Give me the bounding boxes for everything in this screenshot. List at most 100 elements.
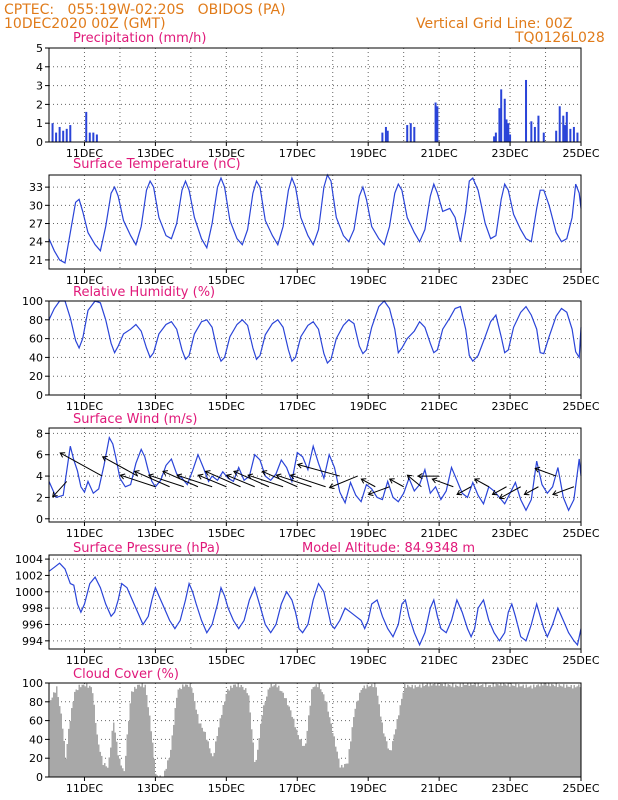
y-tick-label: 100 — [22, 677, 43, 690]
cloud-cover-bar — [470, 683, 472, 777]
cloud-cover-bar — [189, 683, 191, 777]
x-tick-label: 25DEC — [562, 274, 599, 287]
cloud-cover-bar — [141, 683, 143, 777]
cloud-cover-bar — [515, 683, 517, 777]
cloud-cover-bar — [327, 711, 329, 777]
cloud-cover-bar — [119, 758, 121, 777]
cloud-cover-bar — [74, 691, 76, 777]
cloud-cover-bar — [194, 701, 196, 777]
cloud-cover-bar — [476, 686, 478, 777]
cloud-cover-bar — [344, 763, 346, 777]
y-tick-label: 40 — [29, 733, 43, 746]
pres-series-line — [48, 562, 582, 647]
wind-arrow — [148, 474, 184, 488]
wind-arrow-head — [119, 473, 126, 480]
precip-bar — [569, 128, 572, 142]
wind-arrow — [368, 486, 390, 495]
cloud-cover-bar — [146, 695, 148, 777]
cloud-cover-bar — [201, 727, 203, 777]
cloud-cover-bar — [66, 744, 68, 777]
cloud-cover-bar — [485, 683, 487, 777]
cloud-cover-bar — [110, 747, 112, 777]
precip-bar — [494, 132, 497, 142]
cloud-cover-bar — [200, 723, 202, 777]
cloud-cover-bar — [434, 683, 436, 777]
cloud-cover-bar — [302, 745, 304, 777]
cloud-cover-bar — [159, 775, 161, 777]
precip-bar — [69, 125, 72, 142]
x-tick-label: 15DEC — [208, 147, 245, 160]
cloud-cover-bar — [321, 692, 323, 777]
wind-arrow-head — [147, 473, 154, 480]
x-tick-label: 23DEC — [492, 400, 529, 413]
x-tick-label: 23DEC — [492, 782, 529, 795]
cloud-cover-bar — [156, 775, 158, 777]
cloud-cover-bar — [108, 757, 110, 777]
wind-arrow — [499, 486, 521, 499]
cloud-cover-bar — [68, 728, 70, 777]
cloud-cover-bar — [468, 685, 470, 777]
cloud-cover-bar — [167, 760, 169, 777]
cloud-cover-bar — [113, 722, 115, 777]
cloud-cover-bar — [339, 767, 341, 777]
cloud-cover-bar — [105, 766, 107, 777]
x-tick-label: 19DEC — [350, 654, 387, 667]
cloud-cover-bar — [383, 733, 385, 777]
cloud-cover-bar — [291, 716, 293, 777]
cloud-cover-bar — [71, 708, 73, 777]
cloud-cover-bar — [207, 741, 209, 777]
cloud-cover-bar — [117, 755, 119, 777]
cloud-cover-bar — [96, 734, 98, 777]
cloud-cover-bar — [417, 686, 419, 777]
cloud-cover-bar — [494, 686, 496, 777]
wind-arrow — [262, 470, 298, 488]
wind-arrow — [134, 470, 170, 488]
cloud-cover-bar — [281, 691, 283, 777]
wind-arrow-head — [534, 466, 541, 473]
cloud-cover-bar — [303, 745, 305, 777]
x-tick-label: 13DEC — [137, 274, 174, 287]
cloud-cover-bar — [179, 687, 181, 777]
cloud-cover-bar — [362, 688, 364, 777]
wind-arrow — [492, 486, 507, 495]
wind-arrow — [361, 478, 376, 488]
precip-bar — [533, 126, 536, 142]
cloud-cover-bar — [152, 742, 154, 777]
cloud-cover-bar — [312, 687, 314, 777]
cloud-cover-bar — [455, 684, 457, 777]
cloud-cover-bar — [380, 716, 382, 777]
wind-arrow-head — [456, 489, 463, 496]
cloud-cover-bar — [138, 684, 140, 777]
wind-arrow-head — [473, 478, 480, 484]
wind-arrow — [233, 470, 270, 488]
cloud-cover-bar — [99, 751, 101, 777]
y-tick-label: 80 — [29, 696, 43, 709]
cloud-cover-bar — [248, 695, 250, 777]
wind-arrow-head — [204, 470, 211, 476]
cloud-cover-bar — [287, 705, 289, 777]
cloud-cover-bar — [209, 748, 211, 777]
cloud-cover-bar — [84, 686, 86, 777]
cloud-cover-bar — [573, 685, 575, 777]
cloud-cover-bar — [509, 686, 511, 777]
x-tick-label: 21DEC — [421, 654, 458, 667]
cloud-cover-bar — [557, 687, 559, 777]
cloud-cover-bar — [122, 768, 124, 777]
wind-arrow — [205, 470, 241, 488]
cloud-cover-bar — [77, 690, 79, 777]
cloud-cover-bar — [552, 684, 554, 777]
wind-arrow — [432, 478, 454, 488]
cloud-cover-bar — [450, 686, 452, 777]
cloud-cover-bar — [101, 755, 103, 777]
cloud-cover-bar — [314, 686, 316, 777]
wind-series-line — [48, 435, 582, 512]
wind-arrow-head — [133, 470, 140, 476]
precip-bar — [386, 130, 389, 142]
wind-arrow — [456, 486, 472, 495]
cloud-cover-bar — [348, 749, 350, 777]
cloud-cover-bar — [437, 683, 439, 777]
cloud-cover-bar — [251, 729, 253, 777]
cloud-cover-bar — [102, 765, 104, 777]
cloud-cover-bar — [89, 685, 91, 777]
cloud-cover-bar — [570, 684, 572, 777]
